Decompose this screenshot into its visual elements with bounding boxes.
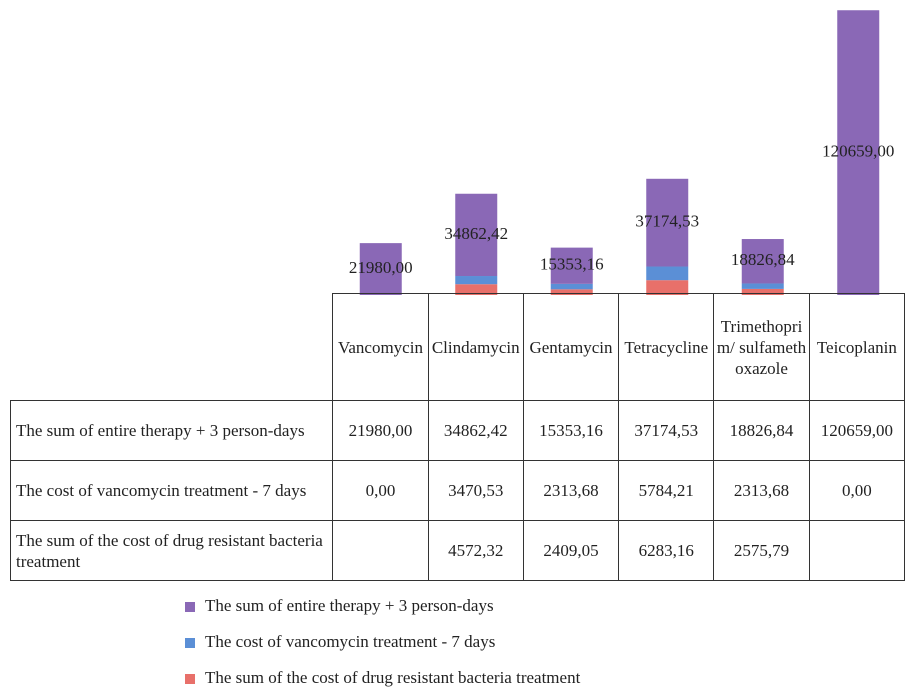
value-cell: [332, 520, 429, 581]
bar-segment: [741, 283, 784, 289]
series-row: The sum of entire therapy + 3 person-day…: [9, 400, 905, 461]
value-cell: 120659,00: [808, 400, 905, 461]
blank-cell: [10, 293, 334, 401]
bar-segment: [455, 284, 498, 295]
legend-label: The sum of the cost of drug resistant ba…: [205, 668, 581, 687]
legend-marker: [185, 602, 195, 612]
data-label: 37174,53: [635, 212, 699, 231]
value-cell: 6283,16: [618, 520, 715, 581]
category-cell: Gentamycin: [522, 293, 620, 401]
value-cell: 0,00: [332, 460, 429, 521]
value-cell: 2409,05: [522, 520, 620, 581]
value-cell: 15353,16: [522, 400, 620, 461]
bar-segment: [646, 178, 689, 267]
legend-marker: [185, 674, 195, 684]
category-cell: Vancomycin: [332, 293, 429, 401]
bar-segment: [550, 247, 593, 284]
bar-segment: [359, 243, 402, 295]
bar-segment: [646, 280, 689, 295]
bar-segment: [741, 239, 784, 284]
series-name-cell: The sum of the cost of drug resistant ba…: [9, 520, 334, 581]
series-row: The cost of vancomycin treatment - 7 day…: [9, 460, 905, 521]
header-row: Vancomycin Clindamycin Gentamycin Tetracycl…: [10, 293, 905, 401]
legend-marker: [185, 638, 195, 648]
bar-segment: [455, 193, 498, 277]
data-label: 18826,84: [731, 250, 795, 269]
value-cell: 34862,42: [427, 400, 524, 461]
data-table: Vancomycin Clindamycin Gentamycin Tetracycl…: [9, 293, 905, 581]
series-row: The sum of the cost of drug resistant ba…: [9, 520, 905, 581]
value-cell: 3470,53: [427, 460, 524, 521]
bar-segment: [837, 10, 880, 296]
value-cell: 37174,53: [618, 400, 715, 461]
value-cell: 2313,68: [522, 460, 620, 521]
value-cell: 0,00: [808, 460, 905, 521]
bar-segment: [455, 276, 498, 285]
category-cell: Clindamycin: [427, 293, 524, 401]
value-cell: 5784,21: [618, 460, 715, 521]
value-cell: 21980,00: [332, 400, 429, 461]
bar-segment: [741, 288, 784, 295]
series-name-cell: The sum of entire therapy + 3 person-day…: [9, 400, 334, 461]
value-cell: 18826,84: [713, 400, 810, 461]
data-label: 21980,00: [349, 258, 413, 277]
category-cell: Tetracycline: [618, 293, 715, 401]
data-label: 34862,42: [444, 224, 508, 243]
legend-label: The cost of vancomycin treatment - 7 day…: [205, 632, 495, 651]
value-cell: 4572,32: [427, 520, 524, 581]
bar-segment: [550, 283, 593, 290]
bar-segment: [550, 289, 593, 295]
category-cell: Teicoplanin: [808, 293, 905, 401]
bar-segment: [646, 266, 689, 281]
category-cell: Trimethoprim/ sulfamethoxazole: [713, 293, 810, 401]
value-cell: [808, 520, 905, 581]
series-name-cell: The cost of vancomycin treatment - 7 day…: [9, 460, 334, 521]
value-cell: 2575,79: [713, 520, 810, 581]
value-cell: 2313,68: [713, 460, 810, 521]
legend-label: The sum of entire therapy + 3 person-day…: [205, 596, 494, 615]
data-label: 120659,00: [822, 142, 894, 161]
data-label: 15353,16: [540, 255, 604, 274]
